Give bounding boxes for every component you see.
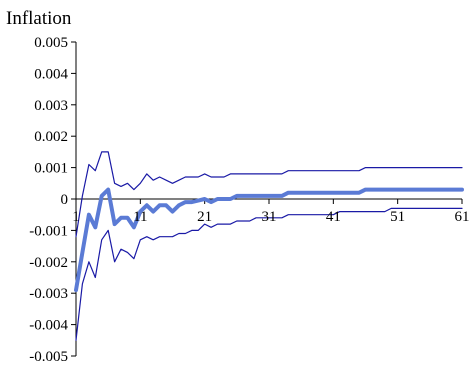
x-tick-label: 51 — [390, 209, 405, 225]
axes — [71, 41, 463, 357]
x-tick-label: 31 — [262, 209, 277, 225]
series-line-upper-band — [75, 151, 463, 238]
y-tick-label: 0.003 — [34, 98, 68, 114]
y-tick-label: 0.001 — [34, 161, 68, 177]
x-tick-label: 1 — [72, 209, 80, 225]
series-line-lower-band — [75, 207, 463, 341]
chart-title: Inflation — [6, 8, 72, 29]
y-tick-label: -0.001 — [29, 223, 68, 239]
y-tick-label: -0.005 — [29, 349, 68, 365]
y-axis-tick-labels: 0.005 0.004 0.003 0.002 0.001 0 -0.001 -0.002 -0… — [29, 35, 68, 365]
x-tick-label: 11 — [133, 209, 147, 225]
y-tick-label: 0.004 — [34, 66, 68, 82]
x-tick-label: 21 — [197, 209, 212, 225]
y-tick-label: -0.003 — [29, 286, 68, 302]
x-axis-tick-labels: 1 11 21 31 41 51 61 — [72, 209, 469, 225]
series-line-response — [74, 187, 464, 293]
series-group — [74, 151, 464, 341]
y-tick-label: 0.005 — [34, 35, 68, 51]
x-tick-label: 61 — [455, 209, 470, 225]
y-tick-label: -0.004 — [29, 318, 68, 334]
y-tick-label: -0.002 — [29, 255, 68, 271]
y-tick-label: 0.002 — [34, 129, 68, 145]
y-tick-label: 0 — [61, 192, 69, 208]
x-tick-label: 41 — [326, 209, 341, 225]
